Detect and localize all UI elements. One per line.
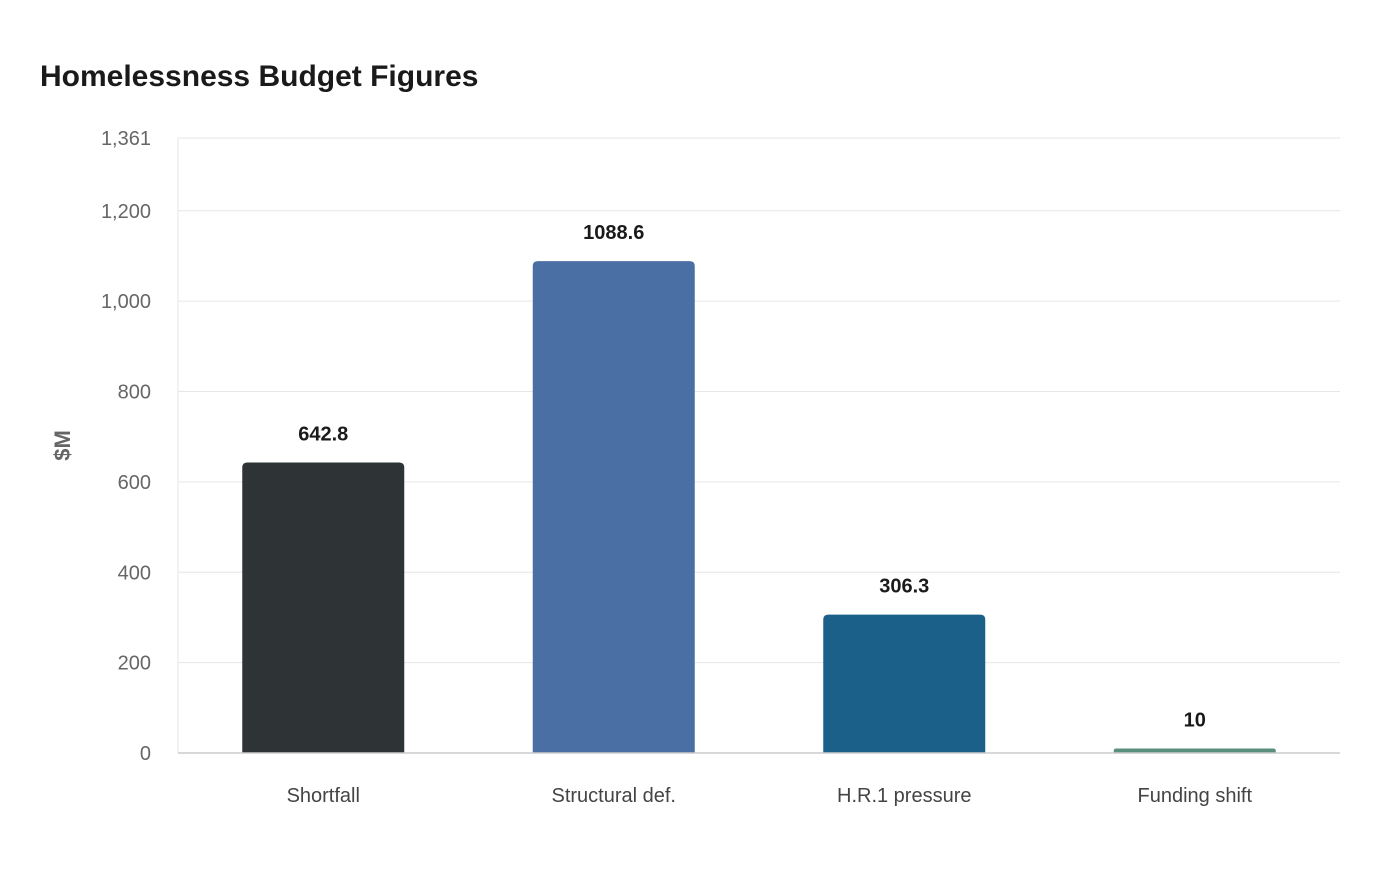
y-tick-label: 400	[118, 562, 151, 584]
y-tick-label: 0	[140, 743, 151, 765]
bar-funding-shift	[1113, 748, 1276, 753]
bar-shortfall	[242, 462, 405, 753]
bar-value-label: 10	[1184, 709, 1206, 731]
x-category-label: Shortfall	[287, 785, 360, 807]
bar-structural-def	[532, 261, 695, 753]
x-category-label: H.R.1 pressure	[837, 785, 972, 807]
y-tick-label: 200	[118, 653, 151, 675]
y-tick-label: 1,361	[101, 128, 151, 150]
bar-value-label: 1088.6	[583, 222, 644, 244]
x-category-label: Structural def.	[551, 785, 676, 807]
y-tick-label: 1,000	[101, 291, 151, 313]
y-tick-label: 800	[118, 382, 151, 404]
chart-title: Homelessness Budget Figures	[40, 60, 479, 93]
y-tick-label: 600	[118, 472, 151, 494]
bar-value-label: 306.3	[879, 576, 929, 598]
x-category-label: Funding shift	[1137, 785, 1252, 807]
y-axis-title: $M	[50, 430, 75, 461]
bar-h-r-1-pressure	[823, 614, 986, 753]
y-tick-label: 1,200	[101, 201, 151, 223]
bar-value-label: 642.8	[298, 424, 348, 446]
